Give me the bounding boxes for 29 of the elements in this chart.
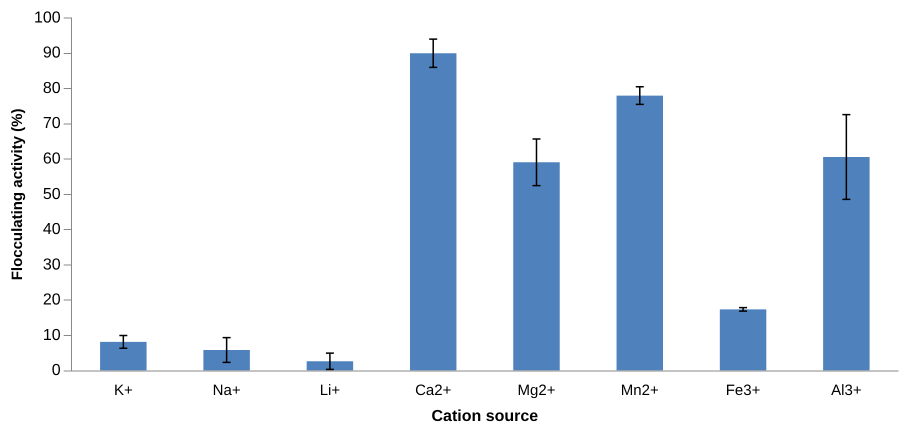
bar bbox=[100, 342, 147, 370]
bar bbox=[720, 309, 766, 370]
y-tick-label: 60 bbox=[42, 150, 61, 168]
bar bbox=[513, 162, 560, 370]
y-tick-label: 10 bbox=[42, 326, 61, 344]
y-tick-label: 0 bbox=[52, 362, 61, 380]
bar bbox=[410, 53, 456, 370]
y-tick-label: 20 bbox=[42, 292, 61, 309]
x-tick-label: K+ bbox=[114, 382, 133, 399]
y-tick-label: 40 bbox=[42, 221, 61, 238]
x-tick-label: Na+ bbox=[212, 382, 241, 399]
bar bbox=[203, 350, 250, 370]
y-tick-label: 30 bbox=[42, 256, 61, 274]
x-tick-label: Mn2+ bbox=[620, 382, 659, 399]
x-tick-label: Ca2+ bbox=[415, 382, 452, 399]
bar bbox=[616, 96, 664, 370]
x-tick-label: Mg2+ bbox=[518, 382, 556, 399]
y-tick-label: 70 bbox=[42, 115, 61, 132]
bar bbox=[823, 157, 870, 370]
x-axis-title: Cation source bbox=[432, 408, 538, 425]
x-tick-label: Fe3+ bbox=[726, 382, 761, 399]
x-tick-label: Li+ bbox=[320, 382, 340, 399]
y-tick-label: 50 bbox=[42, 186, 61, 203]
y-tick-label: 100 bbox=[34, 9, 61, 26]
y-tick-label: 80 bbox=[42, 80, 61, 97]
y-axis-title: Flocculating activity (%) bbox=[9, 108, 26, 280]
y-tick-label: 90 bbox=[42, 44, 61, 62]
bar bbox=[306, 361, 354, 370]
x-tick-label: Al3+ bbox=[831, 382, 862, 399]
